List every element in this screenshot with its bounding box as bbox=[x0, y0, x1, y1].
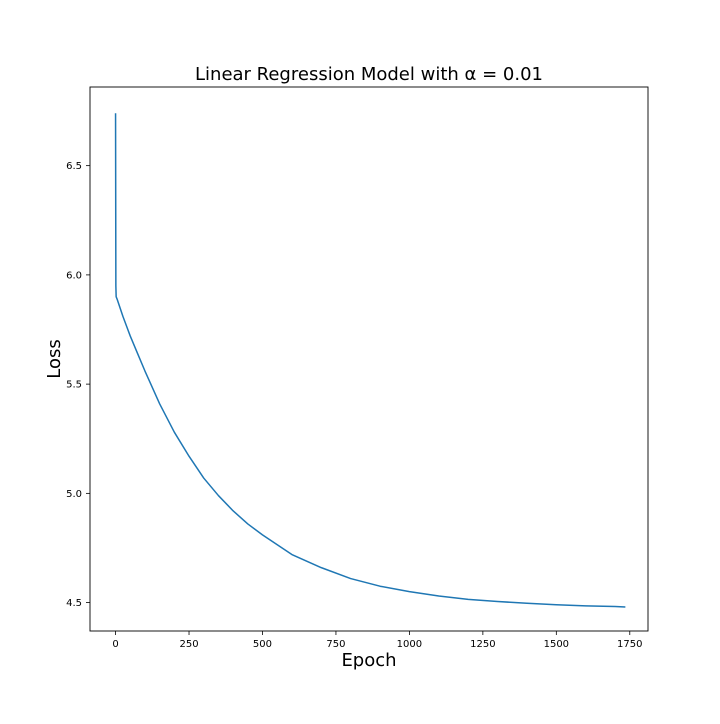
y-tick-label: 4.5 bbox=[66, 598, 82, 609]
series-line-0 bbox=[114, 113, 626, 608]
y-tick-label: 6.5 bbox=[66, 161, 82, 172]
y-tick-label: 5.5 bbox=[66, 380, 82, 391]
y-axis-ticks: 4.5 5.0 5.5 6.0 6.5 bbox=[66, 161, 90, 609]
x-tick-label: 1000 bbox=[397, 639, 422, 650]
y-axis-label: Loss bbox=[44, 339, 65, 378]
x-tick-label: 1750 bbox=[617, 639, 642, 650]
chart-title: Linear Regression Model with α = 0.01 bbox=[195, 64, 543, 85]
y-tick-label: 5.0 bbox=[66, 489, 82, 500]
x-axis-label: Epoch bbox=[341, 650, 396, 671]
x-tick-label: 750 bbox=[326, 639, 345, 650]
x-tick-label: 1250 bbox=[470, 639, 495, 650]
x-tick-label: 500 bbox=[253, 639, 272, 650]
y-tick-label: 6.0 bbox=[66, 270, 82, 281]
x-tick-label: 250 bbox=[179, 639, 198, 650]
x-tick-label: 1500 bbox=[544, 639, 569, 650]
x-axis-ticks: 0 250 500 750 1000 1250 1500 1750 bbox=[112, 631, 643, 650]
plot-frame bbox=[89, 86, 649, 632]
x-tick-label: 0 bbox=[112, 639, 118, 650]
plot-area bbox=[114, 113, 626, 608]
